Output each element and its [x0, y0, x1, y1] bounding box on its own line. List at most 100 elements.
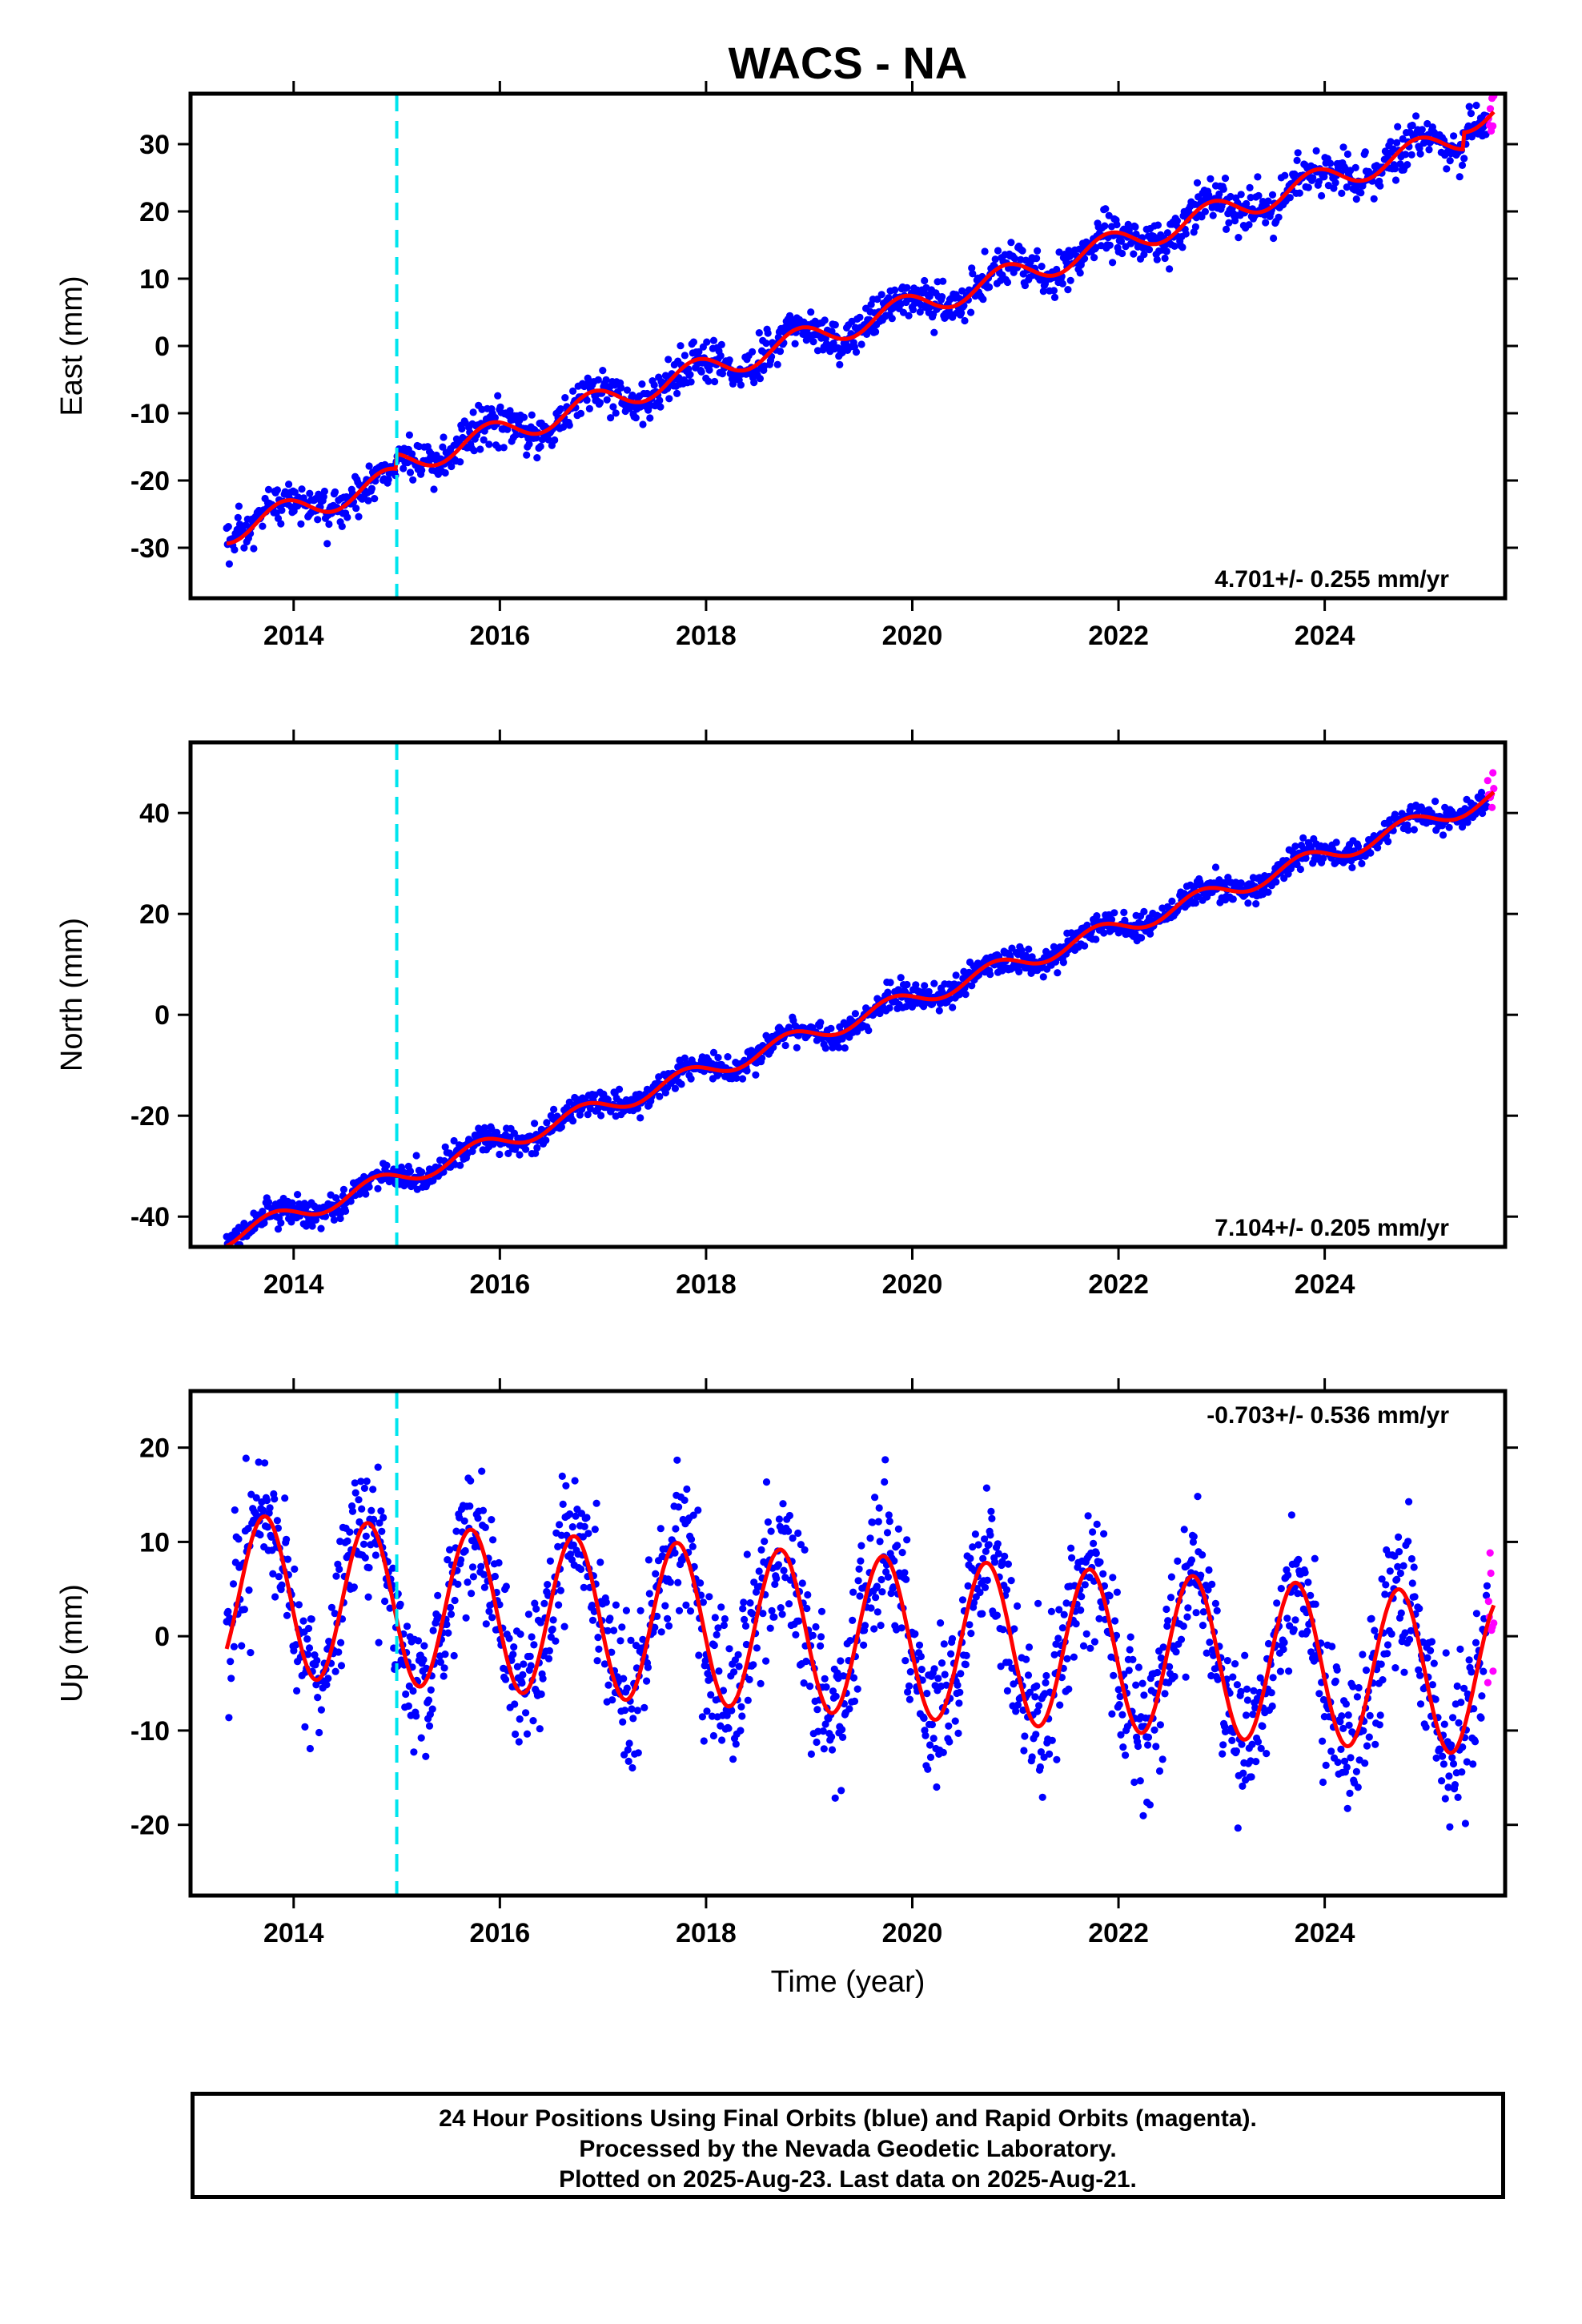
final-orbit-point	[1451, 1781, 1459, 1789]
final-orbit-point	[364, 1593, 372, 1601]
final-orbit-point	[1233, 1681, 1241, 1689]
final-orbit-point	[1229, 895, 1237, 903]
final-orbit-point	[594, 376, 602, 384]
final-orbit-point	[1320, 173, 1328, 181]
final-orbit-point	[580, 1583, 588, 1591]
final-orbit-point	[1376, 1711, 1384, 1719]
final-orbit-point	[1177, 1635, 1186, 1643]
final-orbit-point	[386, 1604, 394, 1612]
final-orbit-point	[966, 1621, 974, 1629]
final-orbit-point	[1108, 1710, 1116, 1718]
final-orbit-point	[930, 1665, 938, 1673]
final-orbit-point	[530, 1641, 538, 1649]
final-orbit-point	[991, 255, 999, 263]
final-orbit-point	[457, 1556, 465, 1564]
final-orbit-point	[381, 1597, 389, 1606]
final-orbit-point	[1423, 1654, 1431, 1662]
final-orbit-point	[451, 1596, 459, 1605]
final-orbit-point	[293, 1687, 301, 1695]
final-orbit-point	[1070, 1653, 1078, 1661]
final-orbit-point	[955, 1699, 963, 1707]
final-orbit-point	[314, 1694, 322, 1702]
final-orbit-point	[656, 1525, 665, 1533]
final-orbit-point	[1034, 247, 1042, 255]
final-orbit-point	[1264, 197, 1272, 205]
final-orbit-point	[1055, 1606, 1063, 1614]
final-orbit-point	[733, 1074, 741, 1082]
final-orbit-point	[1447, 1741, 1456, 1749]
final-orbit-point	[1134, 1663, 1142, 1671]
final-orbit-point	[715, 1667, 723, 1675]
final-orbit-point	[867, 1604, 875, 1612]
final-orbit-point	[854, 1577, 862, 1585]
final-orbit-point	[1427, 1647, 1435, 1655]
final-orbit-point	[348, 1502, 356, 1510]
final-orbit-point	[1374, 844, 1382, 852]
final-orbit-point	[1005, 1659, 1013, 1667]
final-orbit-point	[697, 1579, 705, 1587]
final-orbit-point	[288, 1199, 296, 1207]
final-orbit-point	[664, 1614, 672, 1622]
final-orbit-point	[620, 1675, 628, 1683]
final-orbit-point	[230, 1642, 238, 1651]
final-orbit-point	[1415, 1605, 1423, 1613]
final-orbit-point	[1383, 1650, 1391, 1658]
final-orbit-point	[1343, 1763, 1351, 1771]
final-orbit-point	[1315, 1690, 1323, 1698]
final-orbit-point	[742, 1640, 751, 1649]
final-orbit-point	[1439, 1760, 1447, 1768]
final-orbit-point	[1416, 150, 1424, 158]
final-orbit-point	[361, 1554, 369, 1562]
final-orbit-point	[1219, 185, 1227, 193]
final-orbit-point	[1408, 121, 1416, 130]
final-orbit-point	[448, 462, 456, 471]
final-orbit-point	[1197, 1571, 1205, 1579]
final-orbit-point	[713, 1630, 721, 1638]
final-orbit-point	[1048, 1736, 1056, 1744]
final-orbit-point	[928, 1720, 936, 1729]
rapid-orbit-point	[1489, 1667, 1497, 1675]
final-orbit-point	[584, 1530, 592, 1538]
final-orbit-point	[1255, 191, 1263, 199]
final-orbit-point	[1262, 219, 1270, 227]
final-orbit-point	[671, 1549, 679, 1557]
final-orbit-point	[705, 366, 713, 374]
final-orbit-point	[1441, 1795, 1449, 1803]
final-orbit-point	[656, 396, 664, 404]
final-orbit-point	[441, 1651, 449, 1659]
final-orbit-point	[1138, 934, 1146, 942]
final-orbit-point	[776, 348, 785, 356]
final-orbit-point	[402, 1690, 410, 1699]
final-orbit-point	[1201, 207, 1209, 215]
final-orbit-point	[1280, 1638, 1288, 1647]
final-orbit-point	[1110, 1671, 1118, 1679]
final-orbit-point	[1122, 1751, 1130, 1759]
final-orbit-point	[1112, 1631, 1121, 1639]
final-orbit-point	[852, 348, 861, 356]
final-orbit-point	[1381, 1590, 1389, 1598]
final-orbit-point	[1162, 1605, 1170, 1614]
final-orbit-point	[579, 1533, 588, 1541]
final-orbit-point	[1354, 1783, 1362, 1791]
final-orbit-point	[1102, 205, 1110, 213]
final-orbit-point	[983, 1576, 991, 1584]
final-orbit-point	[1361, 148, 1369, 156]
final-orbit-point	[420, 1642, 428, 1650]
final-orbit-point	[1025, 945, 1033, 953]
final-orbit-point	[408, 450, 416, 458]
final-orbit-point	[1015, 967, 1023, 975]
final-orbit-point	[1330, 184, 1338, 192]
final-orbit-point	[557, 1531, 566, 1539]
final-orbit-point	[821, 316, 829, 324]
caption-line-2: Processed by the Nevada Geodetic Laborat…	[579, 2136, 1117, 2162]
final-orbit-point	[997, 1663, 1005, 1671]
final-orbit-point	[855, 1565, 863, 1573]
final-orbit-point	[781, 1041, 789, 1050]
final-orbit-point	[797, 1541, 805, 1549]
final-orbit-point	[1239, 1782, 1247, 1790]
final-orbit-point	[802, 1657, 810, 1666]
final-orbit-point	[1343, 1804, 1351, 1812]
final-orbit-point	[792, 1630, 800, 1638]
final-orbit-point	[861, 1622, 869, 1630]
final-orbit-point	[885, 1518, 893, 1526]
